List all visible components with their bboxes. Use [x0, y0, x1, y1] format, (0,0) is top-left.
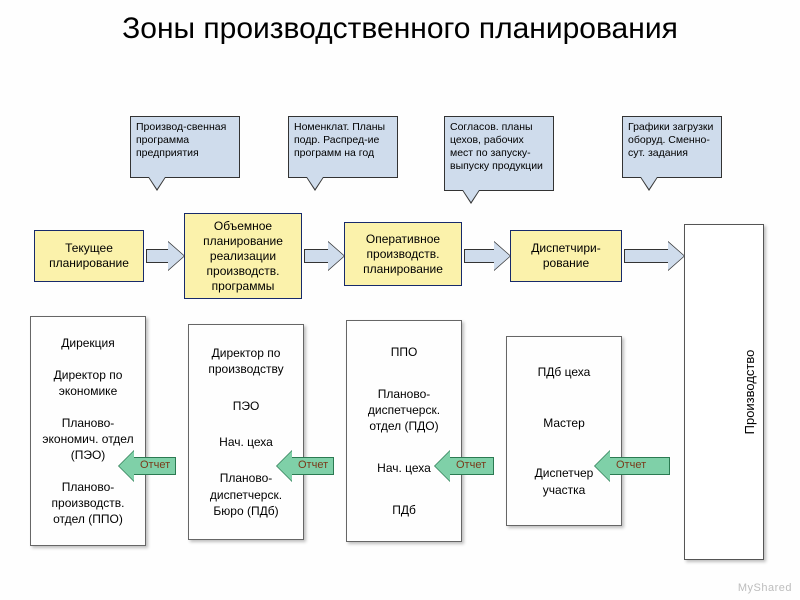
- dept-0: ДирекцияДиректор по экономикеПланово-эко…: [30, 316, 146, 546]
- stage-1: Объемное планирование реализации произво…: [184, 213, 302, 299]
- dept-item: ПДб: [353, 502, 455, 518]
- dept-item: Директор по экономике: [37, 367, 139, 399]
- production-box: Производство: [684, 224, 764, 560]
- dept-1: Директор по производствуПЭОНач. цехаПлан…: [188, 324, 304, 540]
- callout-2: Согласов. планы цехов, рабочих мест по з…: [444, 116, 554, 191]
- dept-item: Планово-диспетчерск. отдел (ПДО): [353, 386, 455, 435]
- dept-item: ППО: [353, 344, 455, 360]
- dept-item: Дирекция: [37, 335, 139, 351]
- stage-3: Диспетчири-рование: [510, 230, 622, 282]
- dept-item: ПЭО: [195, 398, 297, 414]
- page-title: Зоны производственного планирования: [0, 0, 800, 47]
- watermark: MyShared: [738, 582, 792, 594]
- dept-item: Директор по производству: [195, 345, 297, 377]
- dept-item: Планово-производств. отдел (ППО): [37, 479, 139, 528]
- callout-3: Графики загрузки оборуд. Сменно-сут. зад…: [622, 116, 722, 178]
- dept-item: Нач. цеха: [195, 434, 297, 450]
- dept-2: ППОПланово-диспетчерск. отдел (ПДО)Нач. …: [346, 320, 462, 542]
- stage-2: Оперативное производств. планирование: [344, 222, 462, 286]
- dept-3: ПДб цехаМастерДиспетчер участка: [506, 336, 622, 526]
- dept-item: Мастер: [513, 415, 615, 431]
- callout-0: Производ-свенная программа предприятия: [130, 116, 240, 178]
- stage-0: Текущее планирование: [34, 230, 144, 282]
- production-label: Производство: [742, 350, 757, 435]
- callout-1: Номенклат. Планы подр. Распред-ие програ…: [288, 116, 398, 178]
- dept-item: ПДб цеха: [513, 364, 615, 380]
